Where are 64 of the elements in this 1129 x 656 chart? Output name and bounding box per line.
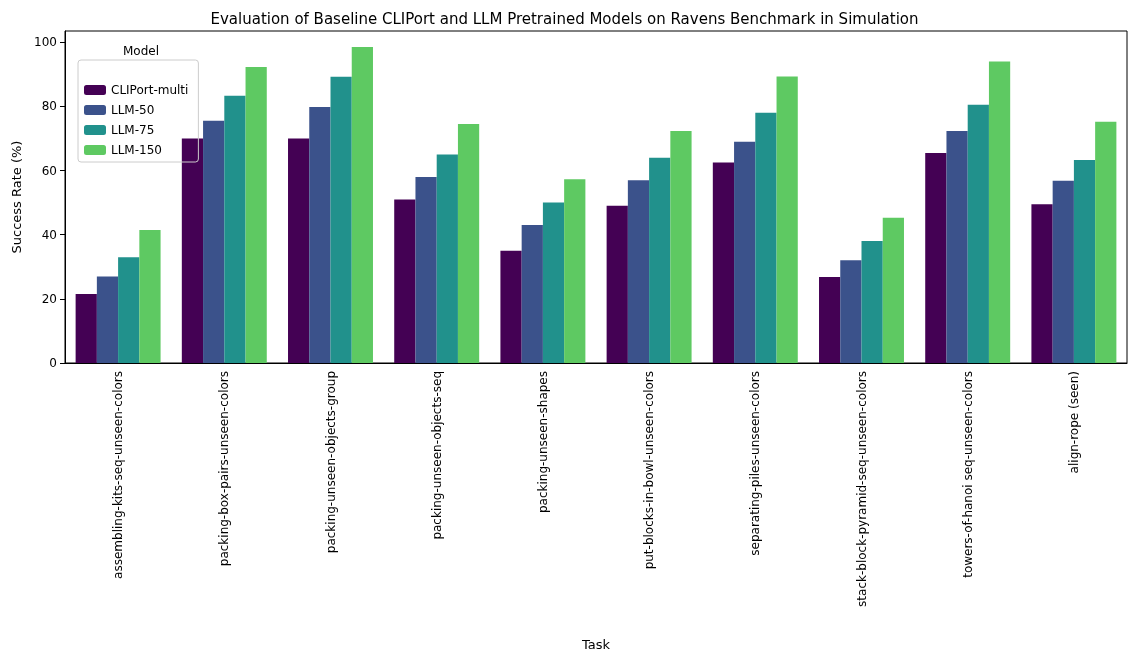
x-tick-label: stack-block-pyramid-seq-unseen-colors xyxy=(854,371,869,607)
bar xyxy=(925,152,947,363)
x-tick-label: separating-piles-unseen-colors xyxy=(748,371,763,556)
bar xyxy=(670,131,692,363)
x-tick-label: packing-unseen-shapes xyxy=(535,371,550,514)
bar xyxy=(118,257,140,363)
bar xyxy=(245,66,267,363)
bar xyxy=(457,124,480,363)
legend-label: CLIPort-multi xyxy=(111,83,189,97)
bar xyxy=(627,180,650,363)
x-tick-label: align-rope (seen) xyxy=(1066,371,1081,474)
x-tick-label: packing-box-pairs-unseen-colors xyxy=(217,371,232,567)
bar xyxy=(712,162,735,363)
bar xyxy=(1031,204,1053,363)
y-tick-label: 0 xyxy=(49,356,57,370)
bar xyxy=(840,260,862,363)
bar xyxy=(755,112,777,363)
x-tick-label: assembling-kits-seq-unseen-colors xyxy=(111,371,126,579)
y-tick-label: 60 xyxy=(41,163,57,178)
bar xyxy=(330,76,352,363)
bar xyxy=(861,241,883,363)
legend-label: LLM-75 xyxy=(111,123,155,137)
bar xyxy=(776,76,798,363)
bar xyxy=(181,138,204,363)
bar xyxy=(309,107,331,363)
bar xyxy=(1095,121,1117,363)
y-tick-label: 20 xyxy=(41,291,57,306)
x-tick-label: packing-unseen-objects-group xyxy=(323,371,338,554)
bar xyxy=(988,61,1011,363)
y-tick-label: 40 xyxy=(41,227,57,242)
bar xyxy=(967,104,989,363)
legend-label: LLM-50 xyxy=(111,103,155,117)
bar xyxy=(203,120,225,363)
bar xyxy=(351,47,373,363)
y-tick-label: 80 xyxy=(41,99,57,114)
bar xyxy=(139,229,161,363)
bar xyxy=(521,225,543,363)
bar xyxy=(75,294,97,363)
bar xyxy=(224,95,246,363)
y-tick-label: 100 xyxy=(34,35,57,50)
bar xyxy=(606,205,628,363)
y-axis-title: Success Rate (%) xyxy=(9,140,25,254)
x-axis-title: Task xyxy=(580,637,611,652)
bar xyxy=(96,276,119,363)
bar xyxy=(1052,180,1074,363)
bar xyxy=(649,157,671,363)
bar xyxy=(500,250,522,363)
bar xyxy=(394,199,416,363)
bar xyxy=(542,202,565,363)
bar xyxy=(436,154,458,363)
bar xyxy=(288,138,310,363)
bar xyxy=(415,176,437,363)
x-tick-label: packing-unseen-objects-seq xyxy=(429,371,444,540)
x-tick-label: towers-of-hanoi seq-unseen-colors xyxy=(960,371,975,578)
x-tick-label: put-blocks-in-bowl-unseen-colors xyxy=(642,371,657,570)
bar xyxy=(564,179,586,363)
bar xyxy=(819,277,841,363)
legend-label: LLM-150 xyxy=(111,143,162,157)
bar xyxy=(946,131,968,363)
legend-title: Model xyxy=(123,44,160,58)
chart-title: Evaluation of Baseline CLIPort and LLM Pretrained Models on Ravens Benchmark in Simulation xyxy=(210,9,919,28)
bar xyxy=(1073,159,1096,363)
bar xyxy=(734,141,756,363)
bar xyxy=(882,217,904,363)
